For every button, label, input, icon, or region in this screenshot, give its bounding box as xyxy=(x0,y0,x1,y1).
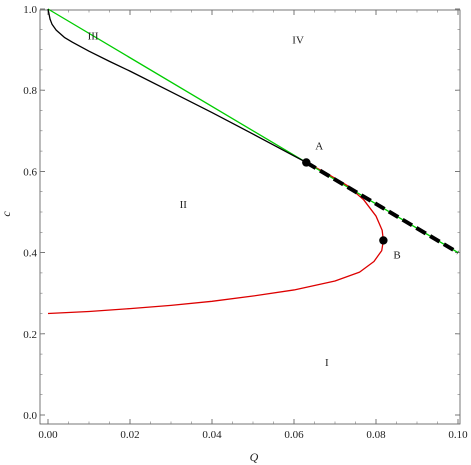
green-line-under-dash xyxy=(306,162,459,254)
point-a-marker xyxy=(302,158,311,167)
black-boundary-curve xyxy=(47,8,307,164)
markers-layer: AB xyxy=(302,140,401,261)
region-i-label: I xyxy=(325,357,329,369)
series-layer xyxy=(47,8,460,315)
point-b-marker xyxy=(379,236,388,245)
y-tick-label-1: 0.2 xyxy=(23,329,37,341)
x-tick-label-5: 0.10 xyxy=(448,429,468,441)
region-ii-label: II xyxy=(180,199,188,211)
point-b-label: B xyxy=(393,249,400,261)
region-iii-label: III xyxy=(88,30,99,42)
y-tick-label-2: 0.4 xyxy=(23,248,37,260)
ticks-layer: 0.00 0.02 0.04 0.06 0.08 0.10 0.0 0.2 0.4 0.6 0.8 1… xyxy=(23,4,468,441)
region-iv-label: IV xyxy=(292,34,304,46)
point-a-label: A xyxy=(315,140,323,152)
plot-frame xyxy=(39,9,461,425)
red-boundary-curve xyxy=(47,161,385,315)
y-axis-title: c xyxy=(0,211,13,217)
x-tick-label-3: 0.06 xyxy=(284,429,304,441)
y-tick-label-0: 0.0 xyxy=(23,410,37,422)
x-axis-title: Q xyxy=(250,450,259,464)
y-tick-label-4: 0.8 xyxy=(23,85,37,97)
x-tick-label-2: 0.04 xyxy=(202,429,222,441)
x-tick-label-1: 0.02 xyxy=(120,429,139,441)
black-dashed-line xyxy=(305,160,460,255)
y-tick-label-5: 1.0 xyxy=(23,4,37,16)
y-tick-label-3: 0.6 xyxy=(23,166,37,178)
x-tick-label-0: 0.00 xyxy=(38,429,58,441)
x-tick-label-4: 0.08 xyxy=(366,429,386,441)
